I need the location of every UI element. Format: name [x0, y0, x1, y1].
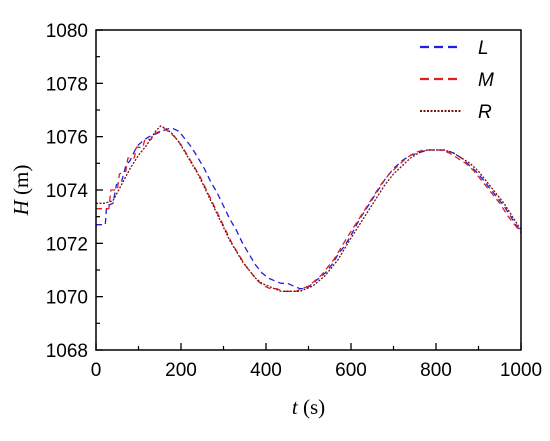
- legend: LMR: [420, 38, 494, 123]
- x-axis-unit: (s): [298, 395, 325, 419]
- legend-label-M: M: [478, 70, 494, 91]
- plot-frame: [95, 29, 522, 351]
- series-line-M: [96, 128, 522, 292]
- y-tick-label: 1070: [46, 288, 88, 309]
- series-line-R: [96, 125, 522, 292]
- x-axis-title: t (s): [292, 395, 325, 419]
- y-axis-unit: (m): [9, 165, 33, 201]
- y-tick-label: 1074: [46, 181, 89, 202]
- y-tick-label: 1080: [46, 21, 88, 42]
- y-tick-label: 1072: [46, 234, 88, 255]
- x-tick-label: 600: [335, 360, 367, 381]
- x-tick-label: 1000: [500, 360, 542, 381]
- x-tick-label: 800: [420, 360, 452, 381]
- series-line-L: [96, 128, 522, 290]
- legend-label-R: R: [478, 102, 492, 123]
- legend-label-L: L: [478, 38, 489, 59]
- y-tick-label: 1068: [46, 341, 88, 362]
- x-tick-label: 0: [91, 360, 102, 381]
- y-tick-label: 1078: [46, 74, 88, 95]
- x-axis-variable: t: [292, 395, 299, 419]
- y-tick-label: 1076: [46, 128, 88, 149]
- x-tick-label: 200: [165, 360, 197, 381]
- ticks-layer: 0 200 400 600 800 1000 1068 1070 1072 1074 1076 107…: [46, 21, 542, 381]
- y-axis-variable: H: [9, 198, 33, 216]
- x-tick-label: 400: [250, 360, 282, 381]
- series-layer: [96, 125, 522, 292]
- y-axis-title: H (m): [9, 165, 33, 217]
